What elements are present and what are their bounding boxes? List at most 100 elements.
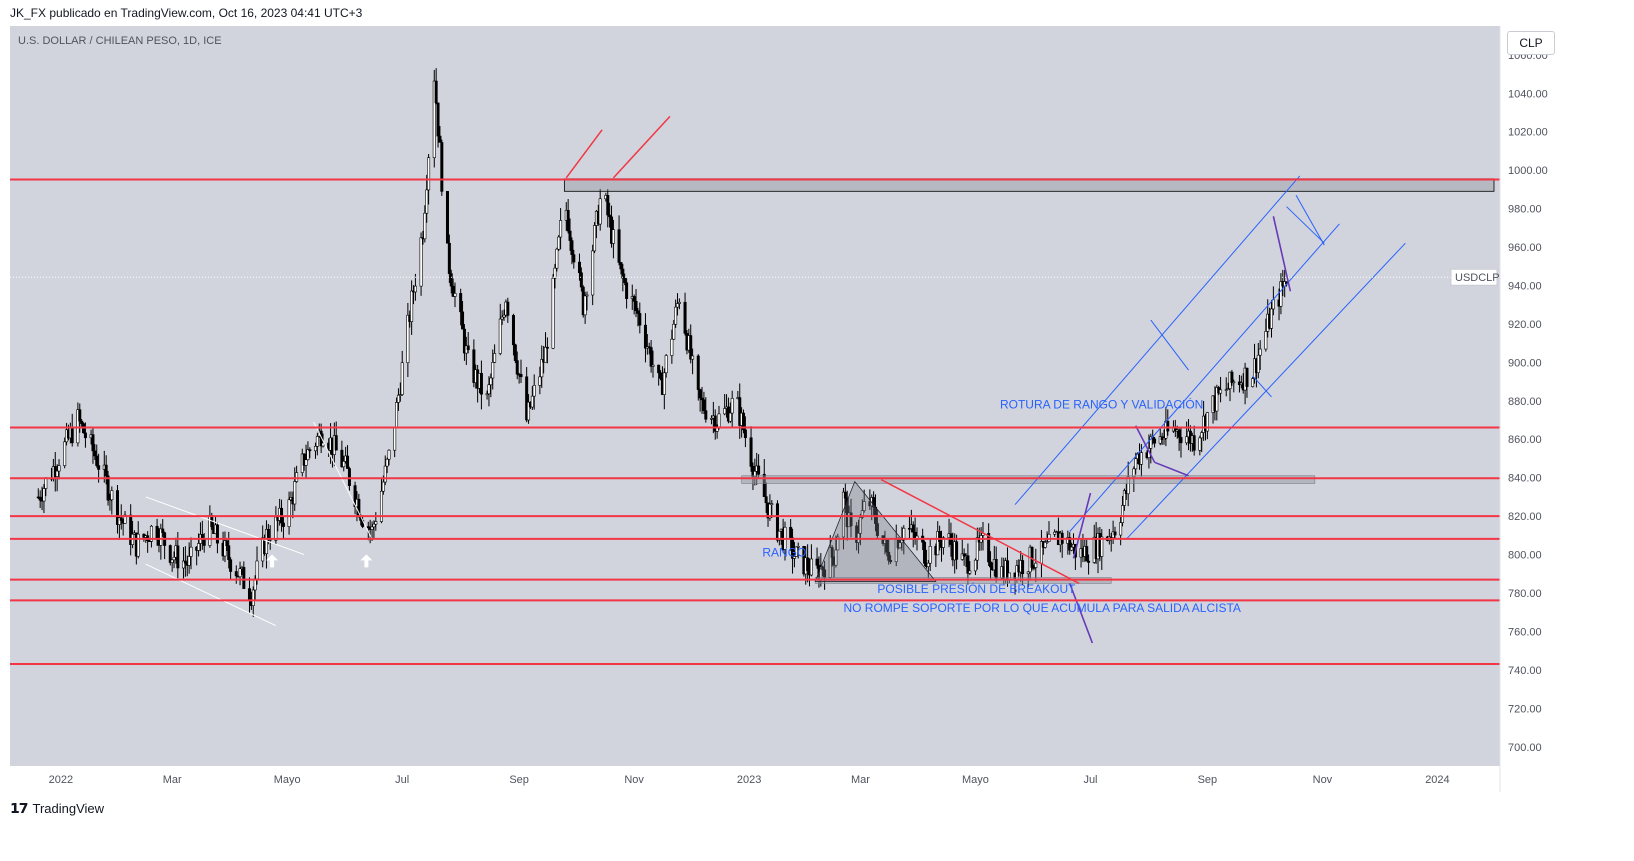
candle-body — [728, 412, 732, 422]
candle-body — [926, 562, 930, 567]
candle-body — [423, 212, 427, 240]
candle-body — [762, 473, 766, 497]
candle-body — [366, 526, 370, 529]
candle-body — [757, 465, 761, 475]
candle-body — [251, 589, 255, 606]
candle-body — [1251, 378, 1255, 387]
candle-body — [717, 413, 721, 428]
y-tick-label: 1020.00 — [1508, 127, 1548, 139]
symbol-tag — [1450, 268, 1498, 286]
candle-body — [823, 569, 827, 578]
candle-body — [743, 429, 747, 439]
candle-body — [189, 546, 193, 557]
candle-body — [875, 523, 879, 536]
candle-body — [698, 389, 702, 399]
candle-body — [149, 525, 153, 542]
candle-body — [738, 397, 742, 426]
channel-upper-line — [1014, 175, 1301, 505]
purple-line-4 — [1068, 583, 1094, 644]
candle-body — [649, 347, 653, 367]
channel-width-marker-1 — [1150, 319, 1189, 371]
candle-body — [445, 191, 449, 244]
candle-body — [398, 394, 402, 396]
candle-body — [1068, 537, 1072, 551]
y-tick-label: 880.00 — [1508, 396, 1542, 408]
candle-body — [713, 415, 717, 432]
red-diagonal-1 — [565, 129, 603, 179]
candle-body — [941, 537, 945, 548]
candle-body — [491, 362, 495, 379]
candle-body — [845, 497, 849, 528]
y-tick-label: 760.00 — [1508, 626, 1542, 638]
candle-body — [161, 528, 165, 534]
candle-body — [955, 541, 959, 560]
candle-body — [168, 545, 172, 563]
candle-body — [696, 355, 700, 390]
x-tick-label: Mar — [163, 774, 182, 786]
candle-body — [691, 355, 695, 360]
candle-body — [242, 567, 246, 589]
candle-body — [181, 560, 185, 569]
candle-body — [530, 395, 534, 408]
annotation-text: NO ROMPE SOPORTE POR LO QUE ACUMULA PARA… — [843, 601, 1240, 615]
candle-body — [1043, 541, 1047, 548]
candle-body — [506, 301, 510, 316]
annotation-text: RANGO — [762, 545, 806, 559]
y-tick-label: 1040.00 — [1508, 88, 1548, 100]
candle-body — [1030, 546, 1034, 568]
candle-body — [651, 364, 655, 367]
candle-body — [485, 393, 489, 396]
candle-body — [557, 236, 561, 250]
candle-body — [902, 527, 906, 541]
candle-body — [709, 417, 713, 420]
candle-body — [234, 571, 238, 577]
candle-body — [579, 272, 583, 288]
white-up-arrow-icon — [266, 554, 279, 568]
purple-line-5 — [1272, 216, 1292, 292]
candle-body — [662, 372, 666, 395]
candle-body — [438, 135, 442, 143]
chart-area[interactable]: RANGO POSIBLE PRESIÓN DE BREAKOUT NO ROMPE… — [10, 26, 1560, 792]
candle-body — [1279, 281, 1283, 307]
candle-body — [768, 503, 772, 519]
purple-line-2 — [1154, 461, 1189, 477]
triangle-pattern — [814, 480, 937, 582]
candle-body — [634, 301, 638, 311]
candle-body — [247, 588, 251, 601]
candle-body — [960, 553, 964, 560]
y-tick-label: 1000.00 — [1508, 165, 1548, 177]
candle-body — [80, 420, 84, 424]
candle-body — [830, 547, 834, 558]
candle-body — [500, 316, 504, 320]
x-tick-label: Nov — [1313, 774, 1333, 786]
candle-body — [1264, 331, 1268, 350]
candle-body — [38, 496, 42, 501]
annotation-text: POSIBLE PRESIÓN DE BREAKOUT — [877, 581, 1076, 596]
candle-body — [511, 315, 515, 346]
candle-body — [78, 409, 82, 422]
candle-body — [44, 477, 48, 489]
currency-button[interactable]: CLP — [1507, 31, 1555, 55]
price-chart[interactable]: RANGO POSIBLE PRESIÓN DE BREAKOUT NO ROMPE… — [10, 26, 1560, 792]
candle-body — [498, 318, 502, 354]
candle-body — [704, 410, 708, 420]
candle-body — [449, 273, 453, 287]
candle-body — [513, 344, 517, 361]
candle-body — [155, 525, 159, 540]
candle-body — [1162, 437, 1166, 441]
candle-body — [789, 526, 793, 539]
candle-body — [555, 248, 559, 269]
candle-body — [770, 503, 774, 505]
candle-body — [636, 310, 640, 314]
candle-body — [553, 267, 557, 279]
white-channel-top — [145, 496, 305, 556]
candle-body — [689, 335, 693, 360]
candle-body — [108, 499, 112, 502]
candle-body — [858, 517, 862, 534]
candle-body — [657, 364, 661, 374]
candle-body — [287, 499, 291, 527]
candle-body — [304, 459, 308, 466]
candle-body — [1153, 438, 1157, 444]
candle-body — [928, 546, 932, 564]
candle-body — [989, 561, 993, 568]
